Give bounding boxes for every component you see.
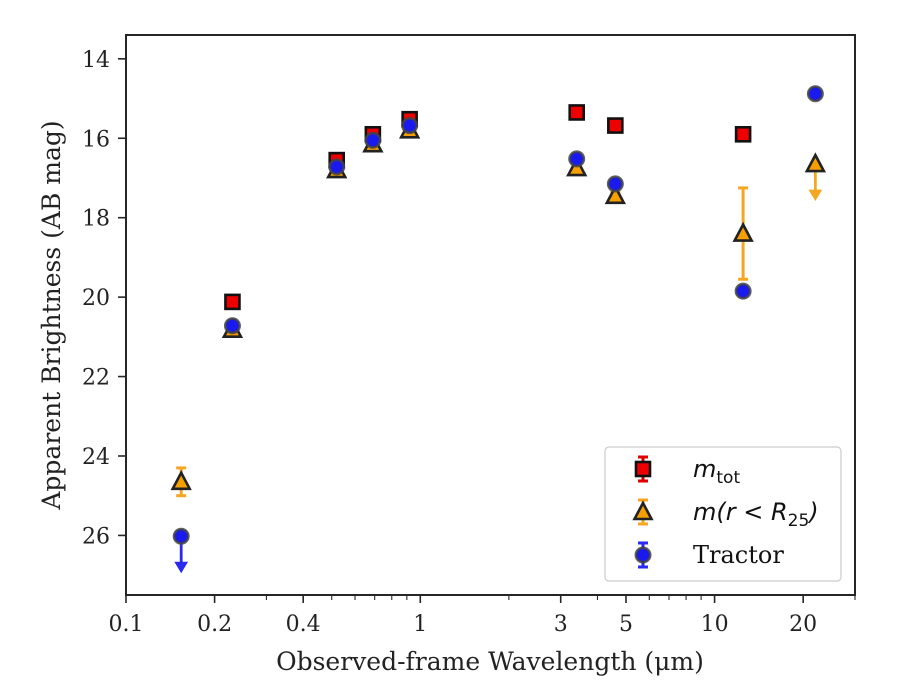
data-point xyxy=(223,317,241,335)
series-mtot xyxy=(224,104,752,311)
data-point xyxy=(170,470,192,491)
x-axis: 0.1 0.2 0.4 1 3 5 10 20 xyxy=(109,595,856,637)
plot-area xyxy=(125,34,856,596)
data-point xyxy=(806,85,824,103)
legend-entry-mtot: mtot xyxy=(634,455,740,488)
data-point xyxy=(732,221,754,242)
legend-entry-mr25: m(r < R25) xyxy=(632,498,819,531)
series-tractor xyxy=(172,85,824,574)
x-tick-label: 5 xyxy=(619,612,633,637)
x-tick-label: 20 xyxy=(789,612,817,637)
data-point xyxy=(634,460,652,478)
x-tick-label: 10 xyxy=(701,612,729,637)
data-point xyxy=(804,152,827,173)
y-tick-label: 26 xyxy=(82,524,110,549)
series-mr25 xyxy=(170,118,827,498)
data-point xyxy=(734,125,752,143)
y-tick-label: 18 xyxy=(82,207,110,232)
data-point xyxy=(568,104,586,121)
data-point xyxy=(401,117,419,135)
legend-label: Tractor xyxy=(693,541,784,569)
legend-entry-tractor: Tractor xyxy=(634,541,784,569)
data-point xyxy=(607,117,624,134)
data-point xyxy=(172,527,190,545)
x-tick-label: 0.2 xyxy=(197,612,232,637)
y-axis-label: Apparent Brightness (AB mag) xyxy=(37,120,66,510)
y-tick-label: 20 xyxy=(82,286,110,311)
data-point xyxy=(328,158,346,176)
x-tick-label: 0.1 xyxy=(109,612,144,637)
data-point xyxy=(224,293,241,311)
plot-frame xyxy=(125,34,856,596)
data-point xyxy=(634,546,652,564)
x-tick-label: 3 xyxy=(554,612,568,637)
legend-label: mtot xyxy=(693,455,740,488)
x-tick-label: 0.4 xyxy=(286,612,321,637)
y-tick-label: 14 xyxy=(82,48,110,73)
y-tick-label: 24 xyxy=(82,445,110,470)
x-axis-label: Observed-frame Wavelength (μm) xyxy=(276,647,704,676)
data-point xyxy=(364,131,382,149)
y-tick-label: 22 xyxy=(82,366,110,391)
x-tick-label: 1 xyxy=(413,612,427,637)
data-point xyxy=(606,175,624,193)
y-axis: 14 16 18 20 22 24 26 xyxy=(82,48,126,549)
data-point xyxy=(604,184,627,205)
legend: mtot m(r < R25) Tractor xyxy=(604,446,842,582)
data-point xyxy=(632,500,654,521)
data-point xyxy=(568,150,586,168)
legend-label: m(r < R25) xyxy=(693,498,819,531)
legend-box xyxy=(604,446,842,582)
data-point xyxy=(734,282,752,300)
y-tick-label: 16 xyxy=(82,127,110,152)
